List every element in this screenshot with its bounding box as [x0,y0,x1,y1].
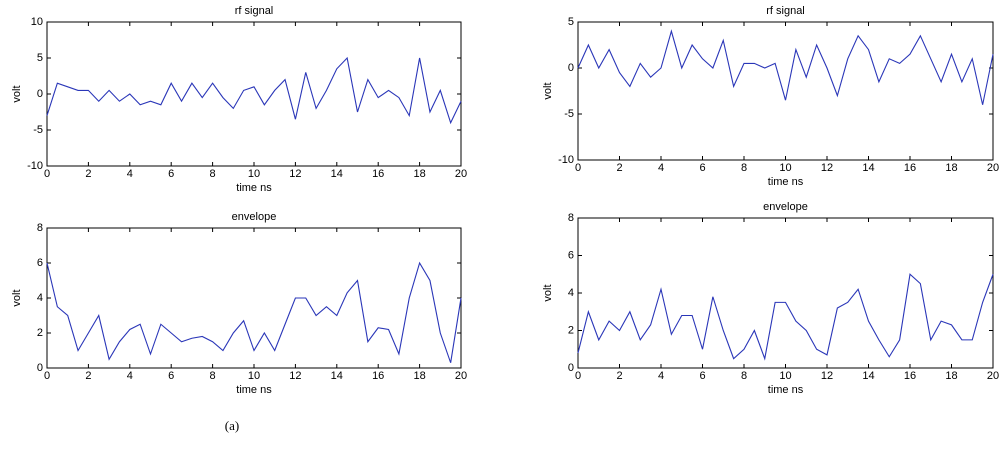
x-tick-label: 8 [741,162,747,174]
x-tick-label: 10 [248,370,260,382]
x-tick-label: 6 [168,370,174,382]
x-tick-label: 6 [699,370,705,382]
x-tick-label: 10 [779,162,791,174]
x-tick-label: 2 [616,370,622,382]
x-tick-label: 16 [904,162,916,174]
x-tick-label: 0 [44,370,50,382]
chart-title: rf signal [235,5,274,17]
chart-title: envelope [232,211,277,223]
x-tick-label: 0 [44,168,50,180]
x-tick-label: 14 [331,370,343,382]
x-tick-label: 0 [575,162,581,174]
x-tick-label: 6 [168,168,174,180]
data-line [577,29,994,105]
y-axis-label: volt [542,82,554,99]
y-tick-label: 8 [568,212,574,224]
y-tick-label: -10 [558,154,574,166]
x-tick-label: 16 [372,168,384,180]
x-tick-label: 18 [413,168,425,180]
axes-frame [577,217,994,369]
y-tick-label: -5 [564,108,574,120]
x-tick-label: 20 [455,370,467,382]
data-line [46,56,462,125]
x-tick-label: 16 [904,370,916,382]
y-tick-label: 4 [37,292,43,304]
y-axis-label: volt [542,284,554,301]
axes-frame [46,227,462,369]
y-tick-label: 10 [31,16,43,28]
x-tick-label: 20 [987,370,999,382]
y-tick-label: -10 [27,160,43,172]
y-tick-label: 5 [568,16,574,28]
x-tick-label: 4 [658,162,664,174]
x-tick-label: 2 [85,370,91,382]
y-tick-label: 6 [37,257,43,269]
y-tick-label: 5 [37,52,43,64]
x-tick-label: 8 [210,168,216,180]
x-tick-label: 18 [945,162,957,174]
x-tick-label: 2 [85,168,91,180]
axes-frame [46,21,462,167]
y-tick-label: 2 [568,324,574,336]
x-tick-label: 20 [455,168,467,180]
data-line [46,261,462,363]
caption: (a) [225,418,239,433]
x-tick-label: 20 [987,162,999,174]
x-tick-label: 12 [821,162,833,174]
y-tick-label: 6 [568,249,574,261]
y-axis-label: volt [11,85,23,102]
y-tick-label: 2 [37,327,43,339]
x-tick-label: 16 [372,370,384,382]
x-tick-label: 4 [127,168,133,180]
x-tick-label: 6 [699,162,705,174]
y-tick-label: 0 [37,362,43,374]
x-tick-label: 14 [862,370,874,382]
chart-title: rf signal [766,5,805,17]
y-tick-label: 0 [568,62,574,74]
chart-title: envelope [763,201,808,213]
x-tick-label: 12 [289,168,301,180]
x-axis-label: time ns [768,176,804,188]
x-tick-label: 18 [413,370,425,382]
x-tick-label: 8 [741,370,747,382]
y-tick-label: -5 [33,124,43,136]
x-tick-label: 4 [658,370,664,382]
x-tick-label: 12 [289,370,301,382]
x-tick-label: 18 [945,370,957,382]
y-tick-label: 4 [568,287,574,299]
x-tick-label: 14 [331,168,343,180]
y-axis-label: volt [11,289,23,306]
x-tick-label: 0 [575,370,581,382]
y-tick-label: 8 [37,222,43,234]
x-tick-label: 14 [862,162,874,174]
x-axis-label: time ns [236,182,272,194]
x-tick-label: 2 [616,162,622,174]
y-tick-label: 0 [37,88,43,100]
x-tick-label: 10 [779,370,791,382]
data-line [577,273,994,361]
x-axis-label: time ns [768,384,804,396]
x-tick-label: 4 [127,370,133,382]
x-tick-label: 10 [248,168,260,180]
y-tick-label: 0 [568,362,574,374]
x-tick-label: 12 [821,370,833,382]
x-tick-label: 8 [210,370,216,382]
axes-frame [577,21,994,161]
x-axis-label: time ns [236,384,272,396]
